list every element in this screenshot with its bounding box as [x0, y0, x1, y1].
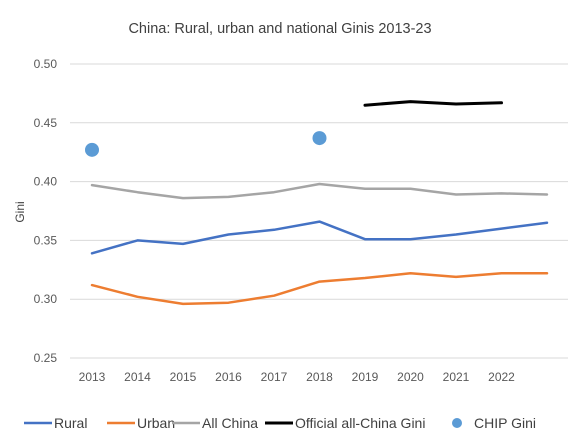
legend-label-chip-gini: CHIP Gini — [474, 415, 536, 431]
y-axis-ticks: 0.25 0.30 0.35 0.40 0.45 0.50 — [34, 57, 58, 365]
x-tick-label: 2022 — [488, 370, 515, 384]
series-layer — [85, 100, 549, 306]
series-line-rural — [90, 220, 549, 255]
x-tick-label: 2013 — [79, 370, 106, 384]
x-tick-label: 2016 — [215, 370, 242, 384]
data-point-chip-gini — [85, 142, 99, 157]
y-tick-label: 0.30 — [34, 292, 58, 306]
series-line-all-china — [90, 182, 549, 200]
x-tick-label: 2021 — [443, 370, 470, 384]
x-axis-ticks: 2013 2014 2015 2016 2017 2018 2019 2020 2021 2022 — [79, 370, 516, 384]
legend-swatch-chip-gini — [452, 418, 462, 428]
chart-title: China: Rural, urban and national Ginis 2… — [128, 21, 431, 37]
series-line-urban — [90, 272, 549, 306]
x-tick-label: 2014 — [124, 370, 151, 384]
x-tick-label: 2018 — [306, 370, 333, 384]
y-tick-label: 0.35 — [34, 233, 58, 247]
legend-label-official-all-china-gini: Official all-China Gini — [295, 415, 425, 431]
legend-label-rural: Rural — [54, 415, 87, 431]
y-tick-label: 0.45 — [34, 116, 58, 130]
y-tick-label: 0.50 — [34, 57, 58, 71]
x-tick-label: 2019 — [352, 370, 379, 384]
x-tick-label: 2017 — [261, 370, 288, 384]
x-tick-label: 2020 — [397, 370, 424, 384]
legend-label-urban: Urban — [137, 415, 175, 431]
x-tick-label: 2015 — [170, 370, 197, 384]
legend: Rural Urban All China Official all-China Gi… — [24, 415, 536, 431]
data-point-chip-gini — [312, 131, 327, 146]
series-line-official-all-china-gini — [363, 100, 503, 107]
y-tick-label: 0.40 — [34, 175, 58, 189]
legend-label-all-china: All China — [202, 415, 258, 431]
y-tick-label: 0.25 — [34, 351, 58, 365]
y-axis-label: Gini — [13, 201, 27, 222]
gridlines — [70, 63, 568, 359]
